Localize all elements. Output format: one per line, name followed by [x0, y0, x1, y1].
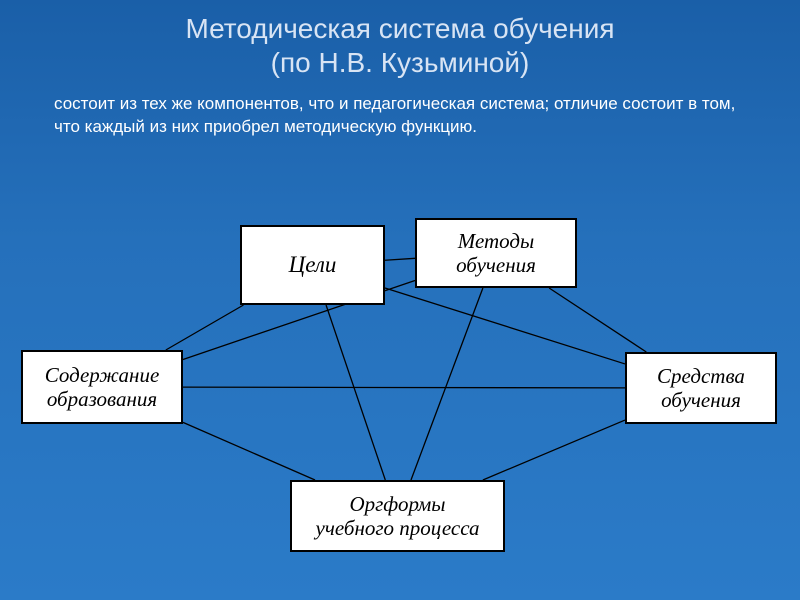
node-forms: Оргформы учебного процесса [290, 480, 505, 552]
edge-methods-forms [411, 288, 483, 480]
edge-goals-means [385, 288, 625, 364]
node-means: Средства обучения [625, 352, 777, 424]
diagram-container: Цели Методы обучения Содержание образовани… [0, 0, 800, 600]
node-content: Содержание образования [21, 350, 183, 424]
slide: Методическая система обучения (по Н.В. К… [0, 0, 800, 600]
edge-goals-forms [326, 305, 385, 480]
edge-goals-methods [385, 258, 415, 260]
edge-means-forms [483, 420, 625, 480]
node-goals: Цели [240, 225, 385, 305]
edge-methods-means [549, 288, 646, 352]
node-methods: Методы обучения [415, 218, 577, 288]
edge-goals-content [166, 305, 244, 350]
edge-content-means [183, 387, 625, 388]
edge-content-forms [183, 422, 315, 480]
